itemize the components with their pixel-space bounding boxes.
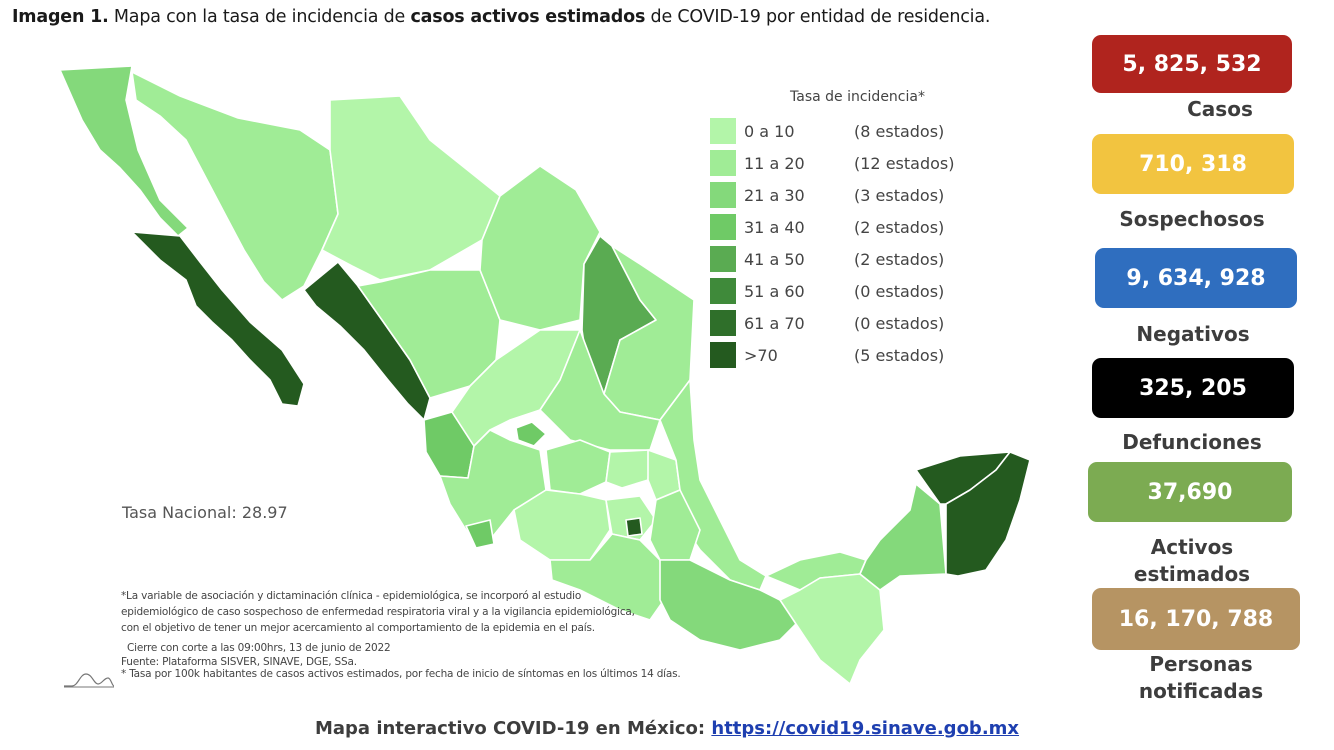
- legend-row: 61 a 70 (0 estados): [710, 310, 944, 336]
- state-guanajuato: [545, 439, 611, 495]
- legend-range: 21 a 30: [744, 185, 805, 205]
- legend-range: 11 a 20: [744, 153, 805, 173]
- bottom-caption: Mapa interactivo COVID-19 en México: htt…: [314, 718, 1020, 739]
- state-oaxaca: [659, 559, 801, 651]
- stat-sospechosos-value: 710, 318: [1092, 134, 1294, 194]
- legend-row: 51 a 60 (0 estados): [710, 278, 944, 304]
- legend-range: >70: [744, 345, 778, 365]
- state-queretaro: [605, 449, 651, 489]
- state-chihuahua: [321, 95, 501, 281]
- state-campeche: [859, 483, 947, 591]
- state-sonora: [131, 71, 339, 301]
- footnote-line: Cierre con corte a las 09:00hrs, 13 de j…: [127, 642, 391, 654]
- legend-count: (5 estados): [854, 345, 945, 365]
- figure-title: Imagen 1. Mapa con la tasa de incidencia…: [12, 7, 991, 27]
- national-rate: Tasa Nacional: 28.97: [122, 503, 288, 522]
- state-slp: [539, 329, 661, 451]
- state-michoacan: [513, 489, 611, 561]
- legend-count: (3 estados): [854, 185, 945, 205]
- legend-count: (2 estados): [854, 217, 945, 237]
- legend-title: Tasa de incidencia*: [790, 89, 925, 105]
- stat-defunciones-label: Defunciones: [1122, 430, 1262, 454]
- state-aguascalientes: [515, 421, 547, 447]
- legend-swatch: [710, 342, 736, 368]
- stat-sospechosos-label: Sospechosos: [1119, 207, 1265, 231]
- footnote-line: epidemiológico de caso sospechoso de enf…: [121, 606, 635, 618]
- epidemic-curve-logo: [64, 673, 114, 688]
- legend-swatch: [710, 310, 736, 336]
- stat-negativos-value: 9, 634, 928: [1095, 248, 1297, 308]
- legend-range: 61 a 70: [744, 313, 805, 333]
- footnote-line: * Tasa por 100k habitantes de casos acti…: [121, 668, 681, 680]
- legend-range: 51 a 60: [744, 281, 805, 301]
- stat-notificadas-value: 16, 170, 788: [1092, 588, 1300, 650]
- legend-swatch: [710, 118, 736, 144]
- legend-count: (0 estados): [854, 313, 945, 333]
- legend-row: 31 a 40 (2 estados): [710, 214, 944, 240]
- state-edomex: [605, 495, 657, 541]
- state-cdmx: [625, 517, 643, 537]
- legend-swatch: [710, 278, 736, 304]
- stat-activos-label: Activos estimados: [1133, 535, 1251, 586]
- stat-casos-value: 5, 825, 532: [1092, 35, 1292, 93]
- legend-count: (2 estados): [854, 249, 945, 269]
- legend-count: (0 estados): [854, 281, 945, 301]
- sinave-link[interactable]: https://covid19.sinave.gob.mx: [711, 718, 1020, 739]
- stat-defunciones-value: 325, 205: [1092, 358, 1294, 418]
- legend-range: 31 a 40: [744, 217, 805, 237]
- stat-activos-value: 37,690: [1088, 462, 1292, 522]
- legend-range: 0 a 10: [744, 121, 795, 141]
- stat-casos-label: Casos: [1187, 97, 1253, 121]
- state-chiapas: [779, 573, 885, 685]
- stat-negativos-label: Negativos: [1136, 322, 1250, 346]
- legend-row: 41 a 50 (2 estados): [710, 246, 944, 272]
- legend-row: 11 a 20 (12 estados): [710, 150, 954, 176]
- legend-row: 0 a 10 (8 estados): [710, 118, 944, 144]
- legend-swatch: [710, 246, 736, 272]
- footnote-line: con el objetivo de tener un mejor acerca…: [121, 622, 595, 634]
- legend-swatch: [710, 182, 736, 208]
- legend-row: >70 (5 estados): [710, 342, 944, 368]
- legend-range: 41 a 50: [744, 249, 805, 269]
- footnote-line: Fuente: Plataforma SISVER, SINAVE, DGE, …: [121, 656, 357, 668]
- state-colima: [465, 519, 495, 549]
- legend-swatch: [710, 150, 736, 176]
- legend-count: (8 estados): [854, 121, 945, 141]
- footnote-line: *La variable de asociación y dictaminaci…: [121, 590, 582, 602]
- legend-row: 21 a 30 (3 estados): [710, 182, 944, 208]
- state-jalisco: [439, 429, 547, 541]
- state-quintana-roo: [945, 451, 1031, 577]
- state-baja-california-sur: [131, 231, 305, 407]
- stat-notificadas-label: Personas notificadas: [1138, 652, 1264, 703]
- legend-swatch: [710, 214, 736, 240]
- legend-count: (12 estados): [854, 153, 955, 173]
